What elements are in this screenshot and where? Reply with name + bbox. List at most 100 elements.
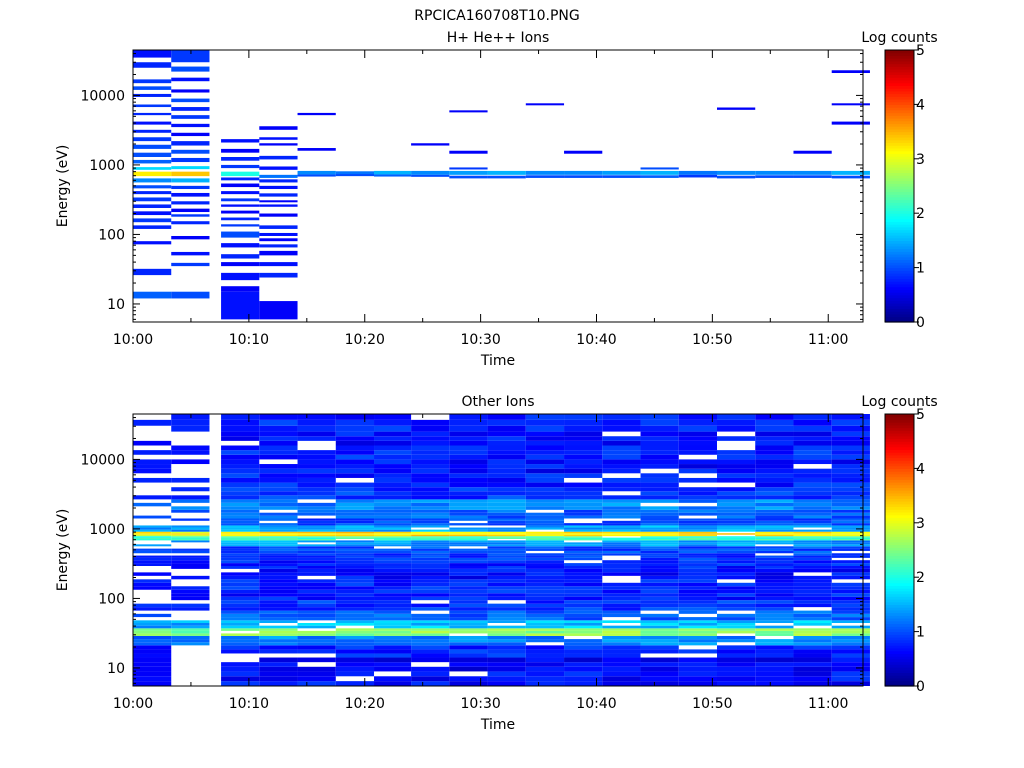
- y-tick-label: 10000: [80, 452, 125, 468]
- heatmap-cell: [602, 676, 641, 682]
- heatmap-cell: [133, 579, 172, 583]
- heatmap-cell: [831, 454, 870, 460]
- heatmap-cell: [133, 544, 172, 547]
- heatmap-cell: [793, 681, 832, 686]
- heatmap-cell: [640, 563, 679, 566]
- heatmap-cell: [678, 630, 717, 634]
- colorbar-segment: [885, 579, 914, 584]
- heatmap-cell: [411, 635, 450, 640]
- colorbar-segment: [885, 131, 914, 135]
- heatmap-cell: [640, 633, 679, 636]
- heatmap-cell: [487, 523, 526, 526]
- heatmap-cell: [335, 536, 375, 538]
- heatmap-cell: [564, 459, 603, 465]
- heatmap-cell: [259, 589, 298, 594]
- heatmap-cell: [755, 676, 794, 682]
- heatmap-cell: [525, 620, 565, 623]
- heatmap-cell: [717, 666, 756, 672]
- heatmap-cell: [171, 529, 210, 532]
- heatmap-cell: [133, 50, 172, 58]
- heatmap-cell: [171, 536, 210, 538]
- heatmap-cell: [640, 557, 679, 561]
- heatmap-cell: [171, 66, 210, 72]
- colorbar-segment: [885, 435, 914, 440]
- heatmap-cell: [564, 419, 603, 426]
- heatmap-cell: [640, 593, 679, 597]
- heatmap-cell: [564, 622, 603, 626]
- heatmap-cell: [133, 622, 172, 626]
- heatmap-cell: [678, 459, 717, 465]
- heatmap-cell: [171, 98, 210, 103]
- colorbar-segment: [885, 292, 914, 296]
- heatmap-cell: [335, 565, 375, 569]
- heatmap-cell: [602, 630, 641, 634]
- heatmap-cell: [133, 291, 172, 299]
- heatmap-cell: [602, 542, 641, 545]
- heatmap-cell: [449, 628, 488, 631]
- heatmap-cell: [678, 537, 717, 540]
- heatmap-cell: [831, 553, 870, 556]
- heatmap-cell: [831, 537, 870, 540]
- heatmap-cell: [259, 642, 298, 646]
- heatmap-cell: [717, 625, 756, 629]
- heatmap-cell: [717, 527, 756, 530]
- colorbar-segment: [885, 319, 914, 323]
- colorbar-segment: [885, 66, 914, 70]
- heatmap-cell: [171, 495, 210, 500]
- heatmap-cell: [411, 639, 450, 643]
- heatmap-cell: [755, 639, 794, 643]
- heatmap-cell: [525, 491, 565, 496]
- heatmap-cell: [133, 440, 172, 446]
- heatmap-cell: [793, 170, 832, 175]
- colorbar-segment: [885, 558, 914, 562]
- heatmap-cell: [525, 548, 565, 551]
- heatmap-cell: [525, 512, 565, 516]
- heatmap-cell: [449, 639, 488, 643]
- heatmap-cell: [133, 477, 172, 483]
- heatmap-cell: [831, 440, 870, 446]
- heatmap-cell: [602, 537, 641, 540]
- heatmap-cell: [525, 653, 565, 658]
- heatmap-cell: [374, 431, 412, 437]
- heatmap-cell: [133, 620, 172, 623]
- heatmap-cell: [449, 482, 488, 488]
- heatmap-cell: [487, 544, 526, 547]
- heatmap-cell: [297, 642, 336, 646]
- heatmap-cell: [297, 523, 336, 526]
- heatmap-cell: [133, 635, 172, 640]
- heatmap-cell: [411, 539, 450, 541]
- heatmap-cell: [602, 499, 641, 503]
- heatmap-cell: [755, 653, 794, 658]
- heatmap-cell: [564, 506, 603, 510]
- heatmap-cell: [171, 419, 210, 426]
- heatmap-cell: [335, 533, 375, 535]
- colorbar-segment: [885, 596, 914, 600]
- heatmap-cell: [678, 657, 717, 663]
- heatmap-cell: [335, 560, 375, 564]
- heatmap-cell: [525, 525, 565, 528]
- colorbar-segment: [885, 514, 914, 518]
- heatmap-cell: [525, 657, 565, 663]
- heatmap-cell: [221, 533, 260, 535]
- heatmap-cell: [487, 491, 526, 496]
- heatmap-cell: [374, 582, 412, 587]
- heatmap-cell: [449, 487, 488, 492]
- heatmap-cell: [221, 596, 260, 601]
- heatmap-cell: [831, 635, 870, 640]
- heatmap-cell: [640, 639, 679, 643]
- heatmap-cell: [374, 617, 412, 621]
- heatmap-cell: [831, 582, 870, 587]
- heatmap-cell: [374, 568, 412, 573]
- heatmap-cell: [411, 436, 450, 441]
- heatmap-cell: [755, 419, 794, 426]
- heatmap-cell: [335, 454, 375, 460]
- heatmap-cell: [133, 112, 172, 116]
- heatmap-cell: [221, 529, 260, 532]
- heatmap-cell: [335, 509, 375, 513]
- colorbar-segment: [885, 156, 914, 160]
- heatmap-cell: [171, 414, 210, 420]
- heatmap-cell: [640, 553, 679, 556]
- colorbar-segment: [885, 495, 914, 499]
- heatmap-cell: [221, 613, 260, 618]
- heatmap-cell: [133, 129, 172, 133]
